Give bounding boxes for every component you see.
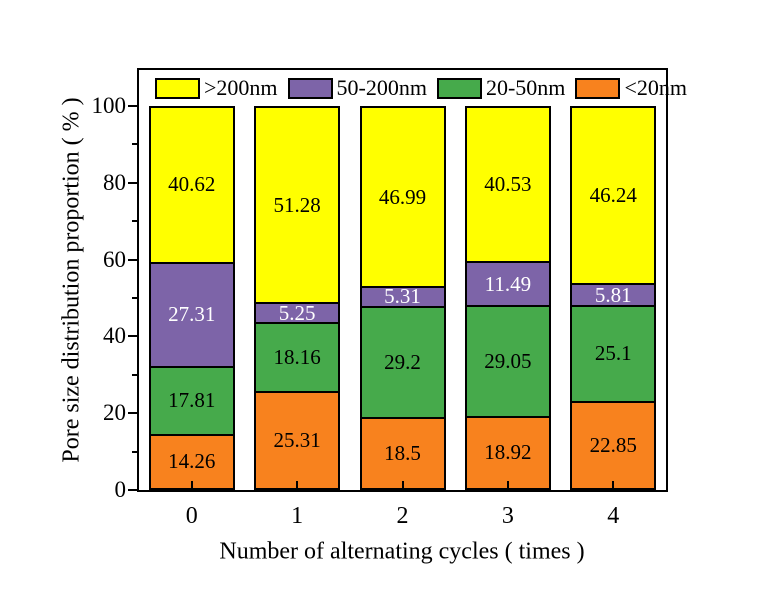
bar-value-label: 46.99 (378, 184, 427, 209)
x-major-tick (612, 481, 615, 490)
bar-value-label: 5.81 (594, 282, 632, 307)
bar-segment-20-50nm: 25.1 (570, 304, 657, 403)
y-tick-label: 80 (103, 169, 126, 195)
bar-segment->200nm: 40.62 (148, 106, 235, 264)
bar-value-label: 25.1 (594, 341, 632, 366)
legend-swatch-icon (155, 77, 200, 99)
y-tick-label: 0 (114, 477, 127, 502)
legend-label: 50-200nm (336, 75, 427, 100)
bar-segment-20-50nm: 29.2 (359, 305, 446, 420)
bar-value-label: 18.92 (484, 440, 532, 465)
bar-value-label: 40.53 (484, 172, 532, 197)
bar-value-label: 14.26 (168, 449, 216, 474)
bar-segment-50-200nm: 27.31 (148, 261, 235, 368)
bar-value-label: 11.49 (484, 271, 532, 296)
bar-segment-20-50nm: 18.16 (254, 322, 341, 394)
x-tick-label: 4 (607, 503, 620, 529)
y-major-tick (128, 181, 137, 184)
legend-item-1: 50-200nm (287, 75, 427, 101)
legend: >200nm 50-200nm 20-50nm <20nm (155, 75, 687, 101)
bar-value-label: 22.85 (589, 432, 637, 457)
bar-value-label: 5.31 (384, 284, 421, 309)
plot-area: >200nm 50-200nm 20-50nm <20nm 40.62 27.31 17.… (128, 68, 687, 492)
bar-segment->200nm: 46.24 (570, 106, 657, 286)
bar-segment-<20nm: 18.92 (464, 415, 551, 490)
y-major-tick (128, 335, 137, 338)
bar-segment->200nm: 40.53 (464, 106, 551, 264)
bar-segment-20-50nm: 17.81 (148, 365, 235, 436)
legend-swatch-icon (436, 77, 482, 99)
legend-label: 20-50nm (485, 75, 566, 100)
y-tick-label: 40 (103, 323, 126, 349)
bar-segment-<20nm: 22.85 (570, 400, 657, 490)
bar-value-label: 18.5 (384, 441, 421, 466)
x-major-tick (506, 481, 509, 490)
bar-segment-50-200nm: 5.25 (254, 300, 341, 325)
bar-value-label: 29.2 (384, 350, 421, 375)
x-major-tick (296, 481, 299, 490)
bar-stack-cycle-3: 40.53 11.49 29.05 18.92 (464, 106, 551, 490)
bar-stack-cycle-2: 46.99 5.31 29.2 18.5 (359, 106, 446, 490)
bar-segment-50-200nm: 11.49 (464, 261, 551, 307)
y-tick-label: 60 (103, 246, 126, 272)
y-minor-tick (132, 297, 137, 299)
bar-value-label: 46.24 (589, 183, 637, 208)
legend-item-3: <20nm (575, 75, 687, 101)
x-tick-label: 3 (501, 503, 514, 529)
bar-segment->200nm: 46.99 (359, 106, 446, 288)
bar-value-label: 25.31 (273, 428, 321, 453)
bar-stack-cycle-0: 40.62 27.31 17.81 14.26 (148, 106, 235, 490)
x-major-tick (190, 481, 193, 490)
x-axis-title: Number of alternating cycles ( times ) (219, 538, 585, 565)
bar-value-label: 27.31 (168, 302, 216, 327)
bar-segment-50-200nm: 5.31 (359, 284, 446, 309)
legend-swatch-icon (287, 77, 333, 99)
bar-value-label: 40.62 (168, 172, 216, 197)
bar-value-label: 51.28 (273, 192, 321, 217)
bar-segment-20-50nm: 29.05 (464, 304, 551, 418)
y-major-tick (128, 412, 137, 415)
bar-segment-<20nm: 18.5 (359, 417, 446, 490)
y-major-tick (128, 105, 137, 107)
legend-swatch-icon (575, 77, 621, 99)
x-major-tick (401, 481, 404, 490)
x-tick-label: 1 (291, 503, 304, 529)
y-minor-tick (132, 373, 137, 376)
y-minor-tick (132, 143, 137, 146)
x-tick-label: 2 (396, 503, 409, 529)
bar-stack-cycle-1: 51.28 5.25 18.16 25.31 (254, 106, 341, 490)
bar-value-label: 17.81 (168, 388, 216, 413)
legend-label: <20nm (624, 75, 687, 100)
bar-stack-cycle-4: 46.24 5.81 25.1 22.85 (570, 106, 657, 490)
bar-value-label: 5.25 (278, 300, 316, 325)
bar-value-label: 18.16 (273, 345, 321, 370)
bar-segment->200nm: 51.28 (254, 106, 341, 305)
y-minor-tick (132, 220, 137, 223)
y-major-tick (128, 489, 137, 491)
bar-segment-50-200nm: 5.81 (570, 282, 657, 307)
bar-value-label: 29.05 (484, 348, 532, 373)
legend-item-0: >200nm (155, 75, 278, 101)
y-major-tick (128, 258, 137, 261)
y-tick-label: 20 (103, 400, 126, 426)
legend-label: >200nm (204, 75, 278, 100)
x-tick-label: 0 (185, 503, 198, 529)
y-tick-label: 100 (91, 93, 127, 118)
bar-segment-<20nm: 25.31 (254, 391, 341, 490)
y-minor-tick (132, 450, 137, 453)
legend-item-2: 20-50nm (436, 75, 566, 101)
